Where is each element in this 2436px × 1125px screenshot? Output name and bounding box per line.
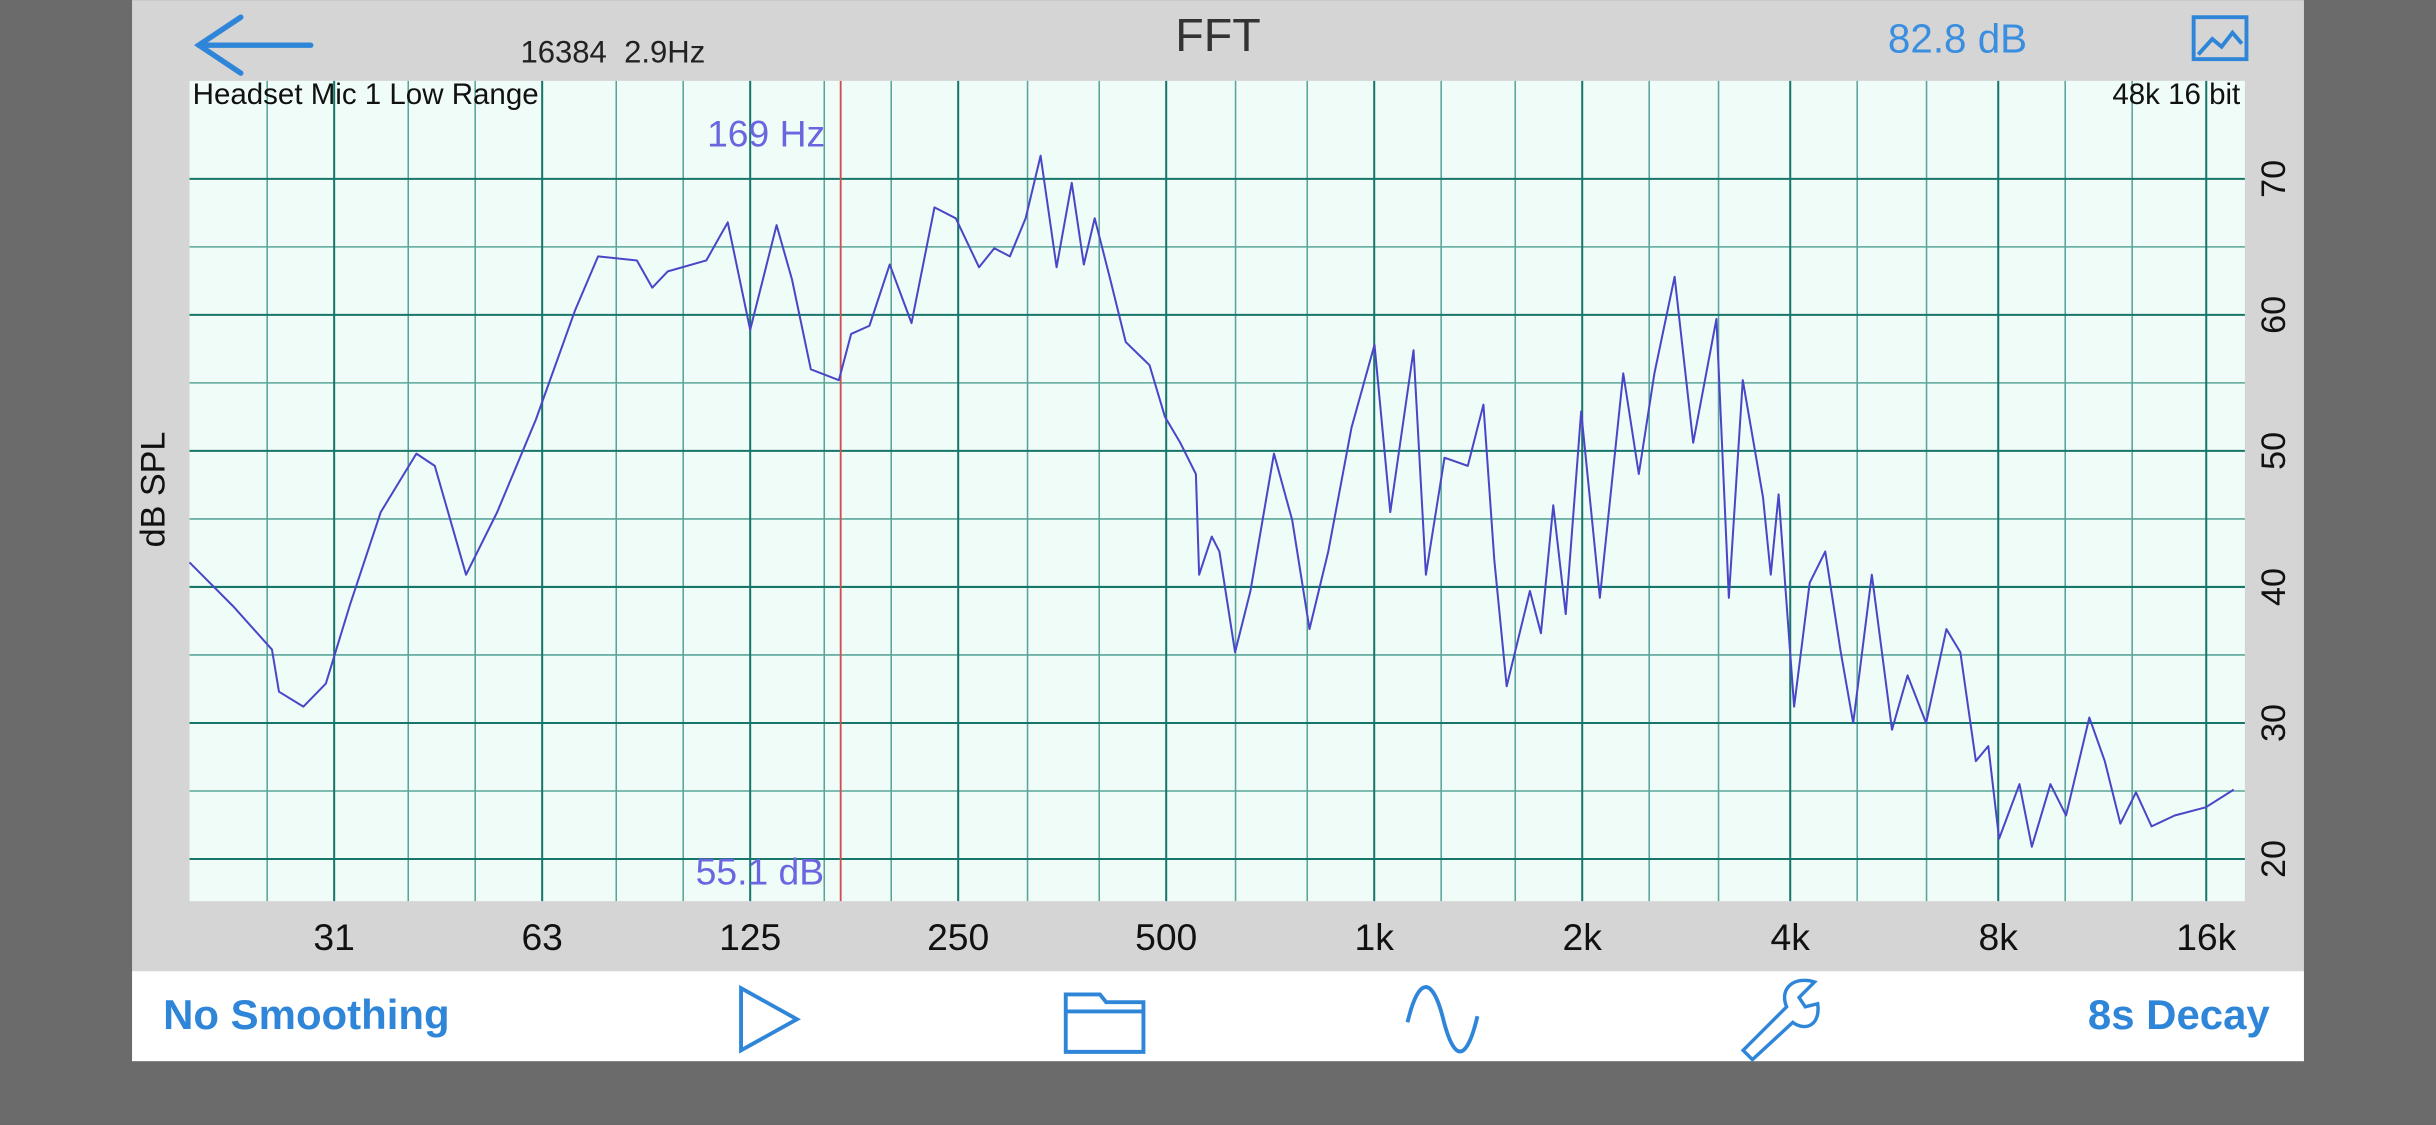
y-tick-label: 30 xyxy=(2255,704,2293,742)
image-icon-frame xyxy=(2191,15,2249,62)
y-tick-label: 40 xyxy=(2255,568,2293,606)
plot-area xyxy=(189,80,2245,902)
image-button[interactable] xyxy=(2191,15,2249,62)
x-tick-label: 8k xyxy=(1979,916,2019,958)
y-tick-label: 60 xyxy=(2255,296,2293,334)
toolbar xyxy=(132,971,2304,1062)
back-button[interactable] xyxy=(193,14,314,76)
y-tick-label: 70 xyxy=(2255,160,2293,198)
folder-button[interactable] xyxy=(1063,992,1146,1054)
x-tick-label: 31 xyxy=(313,916,354,958)
x-tick-label: 1k xyxy=(1355,916,1395,958)
y-tick-label: 50 xyxy=(2255,432,2293,470)
generator-button[interactable] xyxy=(1405,985,1480,1054)
y-axis-label: dB SPL xyxy=(134,432,172,548)
image-icon-chart xyxy=(2196,29,2244,56)
y-tick-label: 20 xyxy=(2255,840,2293,878)
smoothing-button[interactable]: No Smoothing xyxy=(163,991,450,1038)
source-label: Headset Mic 1 Low Range xyxy=(193,78,539,111)
folder-icon xyxy=(1063,992,1146,1054)
x-tick-label: 16k xyxy=(2176,916,2236,958)
screen-title: FFT xyxy=(1175,9,1260,61)
play-button[interactable] xyxy=(739,984,801,1054)
marks xyxy=(188,80,2235,902)
cursor-level: 55.1 dB xyxy=(696,851,824,893)
level-readout[interactable]: 82.8 dB xyxy=(1888,16,2027,62)
fft-info: 16384 2.9Hz xyxy=(520,35,705,70)
x-tick-label: 4k xyxy=(1771,916,1811,958)
spectrum-line xyxy=(188,154,2235,848)
settings-button[interactable] xyxy=(1740,978,1820,1063)
x-tick-label: 63 xyxy=(521,916,562,958)
decay-button[interactable]: 8s Decay xyxy=(2088,991,2271,1038)
back-arrow-head xyxy=(193,14,244,76)
x-tick-label: 2k xyxy=(1563,916,1603,958)
cursor-frequency: 169 Hz xyxy=(707,113,825,155)
x-tick-label: 125 xyxy=(719,916,781,958)
format-label: 48k 16 bit xyxy=(2112,78,2240,111)
x-tick-label: 500 xyxy=(1135,916,1197,958)
x-tick-label: 250 xyxy=(927,916,989,958)
grid xyxy=(189,80,2245,902)
